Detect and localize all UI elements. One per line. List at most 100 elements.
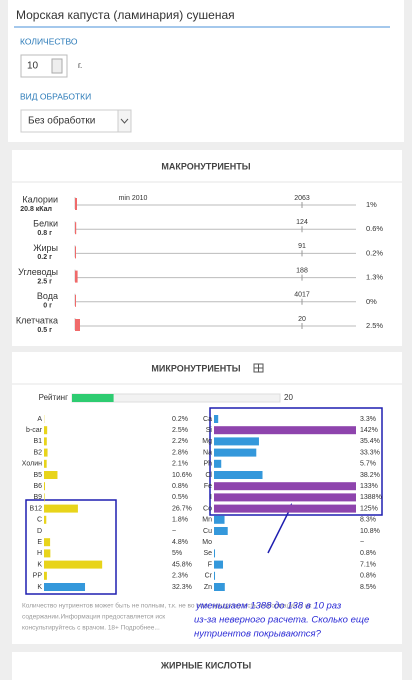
macro-amount: 0.2 г [37,254,52,261]
select-arrow [120,118,129,124]
micro-bar [44,583,86,591]
spinner[interactable] [51,58,63,74]
micro-name: Zn [204,584,212,591]
micro-name: K [37,584,42,591]
micro-name: E [37,539,42,546]
macro-norm: 124 [296,219,308,226]
quantity-unit: г. [78,61,82,70]
micro-bar [44,560,103,569]
micro-percent: 10.8% [360,528,380,535]
micro-name: PP [33,573,43,580]
rating-value: 20 [284,393,293,402]
macro-name: Жиры [33,243,58,253]
macro-norm: 91 [298,243,306,250]
micro-bar [44,482,46,491]
macro-bar [75,294,76,307]
macro-name: Клетчатка [16,315,58,325]
micro-bar [214,571,216,580]
product-title: Морская капуста (ламинария) сушеная [16,8,235,22]
micro-percent: 38.2% [360,472,380,479]
micro-bar [44,437,47,446]
micro-bar [44,549,51,558]
micro-name: Ca [203,416,212,423]
macro-card [12,150,402,346]
note-line: Количество нутриентов может быть не полн… [22,602,312,610]
macro-percent: 1% [366,200,377,209]
macro-percent: 0.6% [366,224,383,233]
quantity-value: 10 [27,61,39,72]
micro-percent: 8.5% [360,584,376,591]
micro-percent: 0.8% [360,573,376,580]
annotation-line: из-за неверного расчета. Сколько еще [194,615,369,626]
micro-bar [214,482,356,491]
processing-value: Без обработки [28,115,95,127]
quantity-label: КОЛИЧЕСТВО [20,36,78,46]
micro-bar [214,549,216,558]
micro-percent: 3.3% [360,416,376,423]
annotation-line: уменьшаем 1388 до 138 в 10 раз [195,601,342,612]
micro-name: B5 [33,472,42,479]
micro-percent: 7.1% [360,561,376,568]
micro-name: I [210,494,212,501]
micro-bar [214,448,257,457]
min-label: min 2010 [119,195,148,202]
macro-bar [75,319,80,331]
micro-name: Na [203,449,212,456]
macro-bar [75,270,78,283]
micro-percent: 5.7% [360,461,376,468]
micro-bar [214,515,225,524]
micro-percent: 0.8% [172,483,188,490]
micro-name: B1 [33,438,42,445]
micro-percent: 2.5% [172,427,188,434]
macro-percent: 0.2% [366,248,383,257]
micro-bar [44,426,48,435]
micro-percent: 133% [360,483,378,490]
annotation-line: нутриентов покрываются? [194,629,322,640]
micro-name: b-car [26,427,43,434]
processing-label: ВИД ОБРАБОТКИ [20,91,91,101]
table-icon[interactable] [253,363,264,373]
macro-amount: 0.5 г [37,327,52,334]
micro-percent: 142% [360,427,378,434]
micro-name: Mg [202,438,212,445]
micro-bar [44,515,47,524]
micro-bar [214,426,356,435]
micro-percent: ~ [360,539,364,546]
micro-bar [214,560,224,569]
micro-name: Mo [202,539,212,546]
macro-name: Белки [33,219,58,229]
micro-percent: ~ [172,528,176,535]
micro-name: Se [203,550,212,557]
micro-percent: 10.6% [172,472,192,479]
micro-percent: 2.1% [172,461,188,468]
micro-percent: 125% [360,505,378,512]
micro-bar [214,415,219,423]
macro-amount: 20.8 кКал [20,206,52,213]
micro-percent: 35.4% [360,438,380,445]
fats-title: ЖИРНЫЕ КИСЛОТЫ [160,660,251,670]
micro-name: Mn [202,517,212,524]
micro-percent: 32.3% [172,584,192,591]
micro-name: F [208,561,212,568]
macro-amount: 0 г [43,303,52,310]
micro-bar [214,527,228,535]
micro-percent: 5% [172,550,182,557]
micro-percent: 0.8% [360,550,376,557]
macro-norm: 2063 [294,195,310,202]
micro-percent: 2.8% [172,449,188,456]
micro-name: B2 [33,449,42,456]
macro-norm: 20 [298,316,306,323]
macro-name: Вода [37,291,58,301]
micro-bar [214,471,263,479]
micro-name: Cl [205,472,212,479]
macro-percent: 2.5% [366,321,383,330]
select-arrow-box[interactable] [117,109,132,133]
micro-name: Cu [203,528,212,535]
macro-percent: 0% [366,297,377,306]
micro-percent: 26.7% [172,505,192,512]
micro-name: A [37,416,42,423]
annotation-arrow [267,504,293,554]
micro-name: Co [203,505,212,512]
